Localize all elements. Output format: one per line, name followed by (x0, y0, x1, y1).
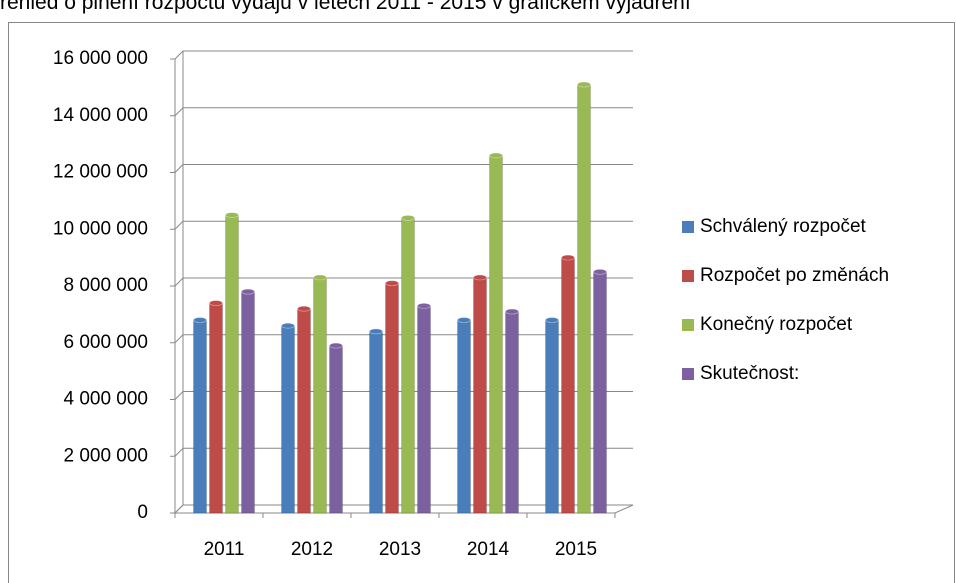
bar (577, 84, 591, 514)
grid-line (174, 50, 633, 60)
legend-swatch (682, 319, 694, 331)
legend-swatch (682, 221, 694, 233)
x-tick-label: 2011 (204, 539, 245, 560)
bar-cap (457, 317, 471, 323)
x-tick-label: 2015 (555, 539, 597, 560)
bar (489, 155, 503, 514)
bar-cap (577, 81, 591, 88)
bar (193, 319, 207, 514)
y-tick-label: 0 (137, 502, 148, 523)
bar-cap (281, 322, 295, 329)
bar (561, 257, 575, 514)
legend-swatch (682, 270, 694, 282)
legend-label: Konečný rozpočet (700, 314, 853, 335)
bar-cap (561, 254, 575, 261)
x-tick-label: 2012 (291, 539, 333, 560)
y-tick-label: 10 000 000 (53, 218, 148, 239)
x-tick-label: 2014 (467, 539, 510, 560)
y-tick-label: 2 000 000 (63, 445, 148, 466)
bar (209, 302, 223, 514)
bar-cap (193, 317, 207, 323)
y-tick-label: 16 000 000 (53, 48, 148, 69)
bar (225, 214, 239, 514)
bar (241, 291, 255, 514)
bar (313, 277, 327, 514)
bar (545, 319, 559, 514)
y-tick-label: 6 000 000 (63, 332, 148, 353)
bar (457, 319, 471, 514)
bar-cap (473, 274, 487, 281)
x-tick-label: 2013 (379, 539, 421, 560)
bar-cap (225, 212, 239, 218)
bar (385, 282, 399, 514)
bar (281, 325, 295, 514)
chart-title: Přehled o plnění rozpočtu výdajů v letec… (0, 0, 691, 14)
y-tick-label: 14 000 000 (53, 105, 148, 126)
bar (505, 311, 519, 514)
bar-cap (209, 300, 223, 306)
grid-line (174, 107, 633, 117)
legend-label: Skutečnost: (700, 363, 799, 384)
bar (473, 277, 487, 514)
bar (297, 308, 311, 514)
bar (417, 305, 431, 514)
y-tick-label: 8 000 000 (63, 275, 148, 296)
legend-label: Schválený rozpočet (700, 216, 867, 237)
bar-cap (401, 215, 415, 221)
legend-swatch (682, 368, 694, 380)
bar (329, 345, 343, 514)
grid-line (174, 220, 633, 230)
chart-border (8, 22, 955, 583)
grid-line (174, 164, 633, 173)
y-tick-label: 12 000 000 (53, 162, 148, 183)
bar-cap (545, 317, 559, 323)
bar-cap (417, 303, 431, 309)
bar-cap (505, 308, 519, 315)
bar-cap (329, 342, 343, 349)
bar-cap (369, 328, 383, 335)
bar (369, 331, 383, 514)
bar-cap (385, 280, 399, 286)
bar-cap (241, 288, 255, 295)
bar (593, 271, 607, 514)
legend-label: Rozpočet po změnách (700, 265, 889, 286)
y-tick-label: 4 000 000 (63, 389, 148, 410)
bar-cap (313, 274, 327, 281)
bar (401, 217, 415, 514)
bar-cap (297, 305, 311, 312)
bar-cap (489, 152, 503, 159)
bar-cap (593, 269, 607, 275)
